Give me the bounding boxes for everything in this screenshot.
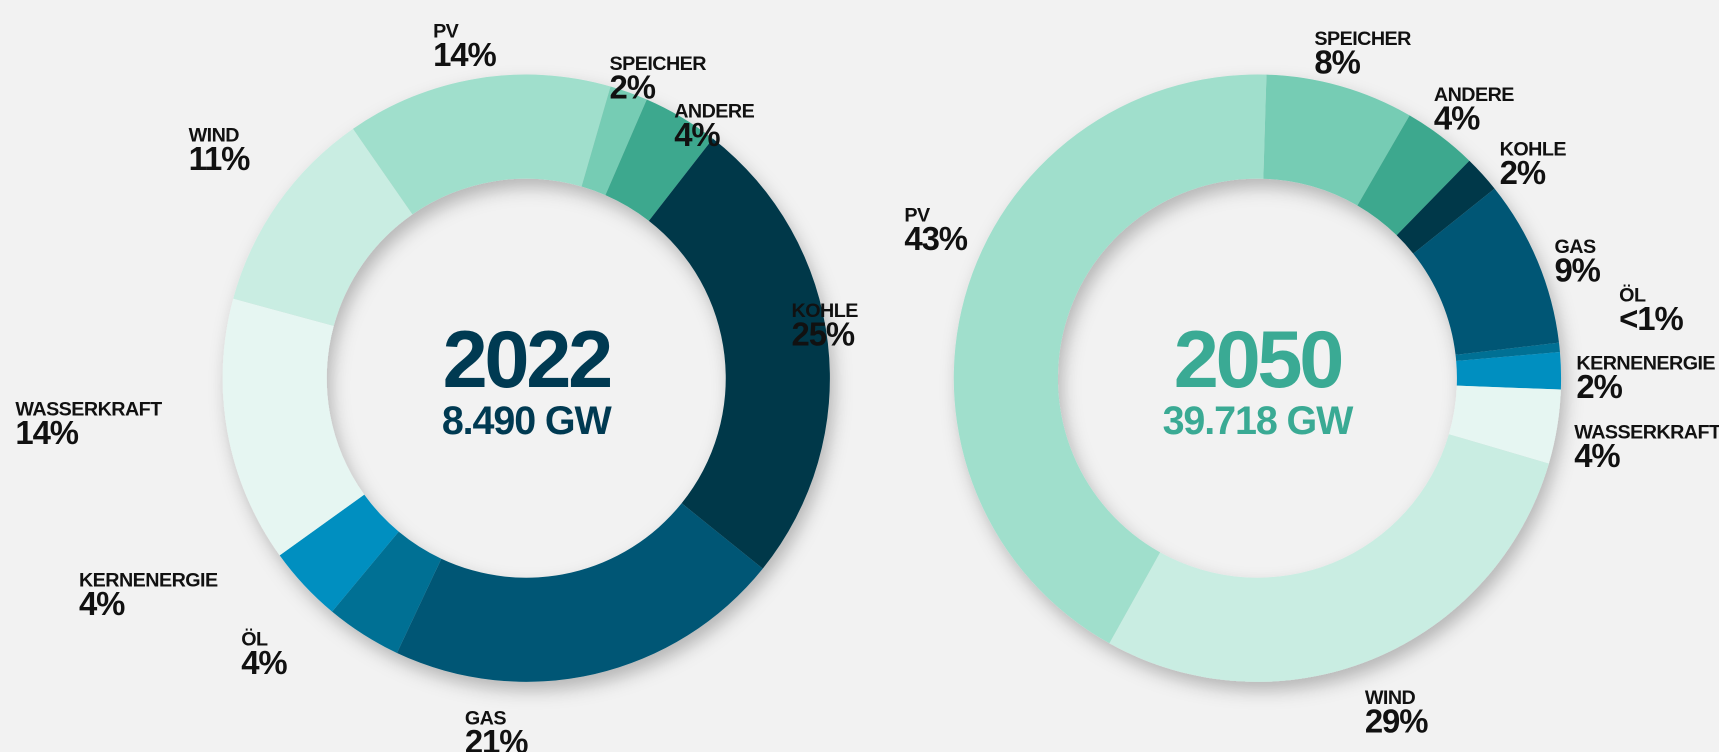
center-subtitle: 8.490 GW [442,399,613,443]
segment-value: 2% [1500,154,1546,191]
segment-name: SPEICHER [610,53,707,75]
segment [1396,160,1495,254]
segment-name: WIND [1365,687,1416,709]
segment-name: PV [433,20,460,42]
segment [1109,434,1549,682]
segment [953,74,1267,644]
segment [352,74,611,215]
segment-value: 4% [1434,99,1480,136]
segment [1263,74,1410,206]
segment-value: 4% [241,644,287,681]
segment-name: GAS [1554,236,1595,258]
segment-value: 25% [792,315,855,352]
segment-value: 29% [1365,702,1428,739]
center-subtitle: 39.718 GW [1163,399,1355,443]
segment-name: WIND [189,124,240,146]
segment-name: GAS [465,708,506,730]
segment-name: WASSERKRAFT [1574,421,1719,443]
segment-name: KOHLE [792,300,859,322]
segment-value: 21% [465,723,528,752]
donut [953,74,1562,682]
center-title: 2022 [443,315,610,405]
segment [233,128,413,326]
segment [1413,188,1559,355]
segment [605,99,713,221]
segment-name: KERNENERGIE [1576,352,1715,374]
segment-value: 2% [610,69,656,106]
segment-name: KERNENERGIE [79,569,218,591]
segment [648,138,830,569]
segment-name: KOHLE [1500,139,1567,161]
segment [396,503,763,682]
segment [332,531,442,653]
center-title: 2050 [1174,315,1341,405]
segment-name: ÖL [1619,283,1646,306]
segment-value: 14% [15,414,78,451]
segment-value: 4% [674,116,720,153]
segment-name: PV [904,204,931,226]
segment [279,494,399,612]
segment-value: 14% [433,36,496,73]
segment [581,86,647,196]
segment [1456,351,1562,390]
segment-value: 4% [1574,437,1620,474]
segment-value: 9% [1554,252,1600,289]
segment [222,298,365,556]
segment [1455,342,1560,361]
segment-value: 11% [189,140,251,177]
segment-name: WASSERKRAFT [15,398,162,420]
segment-name: ANDERE [674,100,754,122]
segment-value: 43% [904,220,967,257]
segment-value: 2% [1576,368,1622,405]
segment-name: SPEICHER [1314,28,1411,50]
segment-value: 8% [1314,43,1360,80]
segment-name: ÖL [241,628,268,651]
segment-name: ANDERE [1434,84,1514,106]
donut [222,74,830,682]
segment-value: <1% [1619,300,1683,337]
segment-value: 4% [79,585,125,622]
segment [1448,385,1561,464]
segment [1357,115,1470,236]
